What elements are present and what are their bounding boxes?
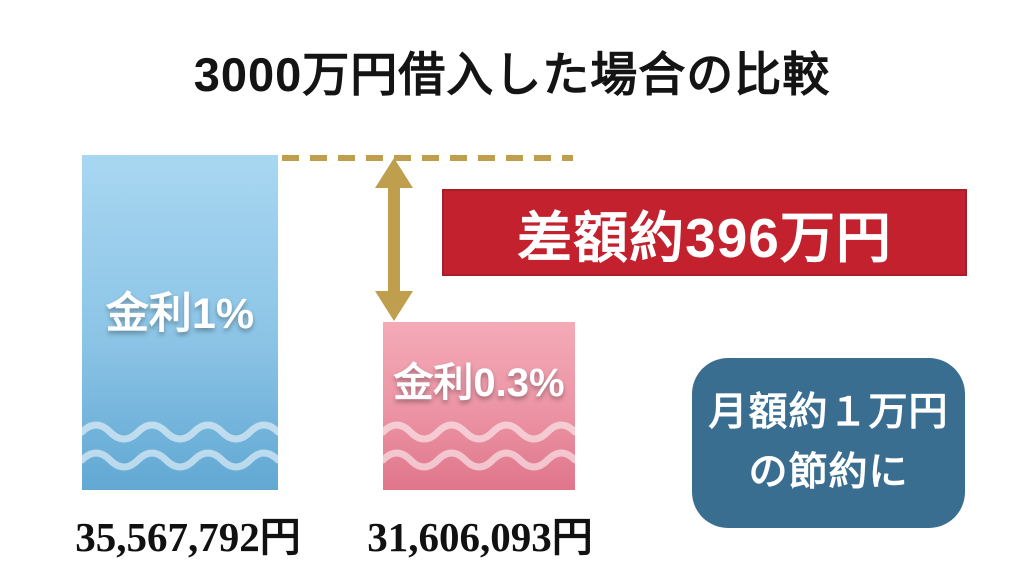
bar2-value: 31,606,093円 <box>367 514 593 560</box>
bar1-label: 金利1% <box>105 290 255 338</box>
water-waves-icon <box>82 421 278 471</box>
wave-line <box>383 449 575 471</box>
wave-line <box>383 421 575 443</box>
bar-interest-0-3pct: 金利0.3% <box>383 322 575 490</box>
difference-arrow-icon <box>375 158 413 321</box>
wave-line <box>82 449 278 471</box>
arrow-head-up <box>375 158 413 188</box>
bar-interest-1pct: 金利1% <box>82 155 278 490</box>
bar2-label: 金利0.3% <box>393 361 565 405</box>
savings-line-2: の節約に <box>748 451 909 494</box>
difference-badge: 差額約396万円 <box>442 189 967 276</box>
difference-badge-text: 差額約396万円 <box>517 206 892 269</box>
arrow-shaft <box>388 184 400 295</box>
reference-dashed-line <box>282 155 573 161</box>
monthly-savings-badge: 月額約１万円 の節約に <box>692 358 965 528</box>
savings-line-1: 月額約１万円 <box>708 390 949 434</box>
bar1-value: 35,567,792円 <box>75 514 301 560</box>
chart-title: 3000万円借入した場合の比較 <box>193 48 831 101</box>
wave-line <box>82 421 278 443</box>
water-waves-icon <box>383 421 575 471</box>
arrow-head-down <box>375 291 413 321</box>
